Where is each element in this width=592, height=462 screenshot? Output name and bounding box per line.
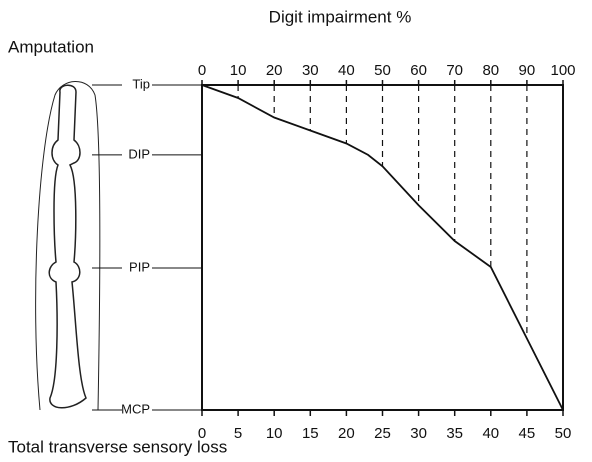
x-tick-label: 40 xyxy=(338,62,355,79)
x-tick-label: 70 xyxy=(446,62,463,79)
y-axis-title: Amputation xyxy=(8,37,94,56)
y-tick-label: MCP xyxy=(121,401,150,416)
x2-tick-label: 15 xyxy=(302,425,319,442)
x-tick-label: 10 xyxy=(230,62,247,79)
x-tick-label: 50 xyxy=(374,62,391,79)
x2-axis-title: Total transverse sensory loss xyxy=(8,437,227,456)
x2-tick-label: 40 xyxy=(482,425,499,442)
x-tick-label: 60 xyxy=(410,62,427,79)
x2-tick-label: 10 xyxy=(266,425,283,442)
x-tick-label: 80 xyxy=(482,62,499,79)
x2-tick-label: 30 xyxy=(410,425,427,442)
x2-tick-label: 45 xyxy=(519,425,536,442)
x2-tick-label: 25 xyxy=(374,425,391,442)
x-tick-label: 100 xyxy=(550,62,575,79)
curve xyxy=(201,84,564,411)
x2-tick-label: 50 xyxy=(555,425,572,442)
y-tick-label: PIP xyxy=(129,259,150,274)
x2-tick-label: 20 xyxy=(338,425,355,442)
x-tick-label: 20 xyxy=(266,62,283,79)
x-tick-label: 0 xyxy=(198,62,206,79)
y-tick-label: DIP xyxy=(128,146,150,161)
finger-illustration xyxy=(35,81,101,411)
x2-tick-label: 35 xyxy=(446,425,463,442)
x-tick-label: 30 xyxy=(302,62,319,79)
x2-tick-label: 5 xyxy=(234,425,242,442)
x2-tick-label: 0 xyxy=(198,425,206,442)
chart-title: Digit impairment % xyxy=(269,7,412,26)
y-tick-label: Tip xyxy=(132,76,150,91)
x-tick-label: 90 xyxy=(519,62,536,79)
